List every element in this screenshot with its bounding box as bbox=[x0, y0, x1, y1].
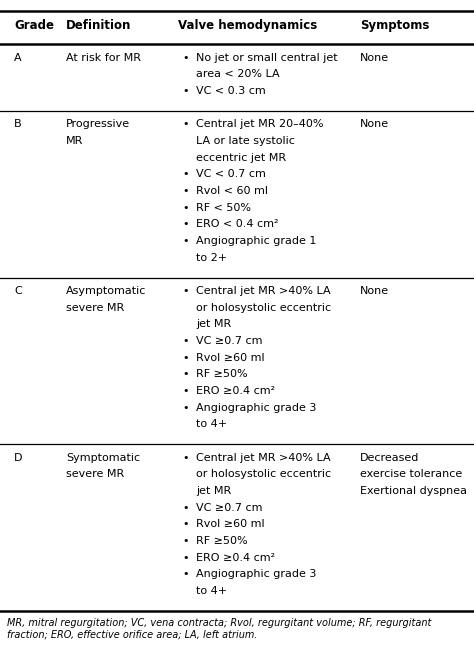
Text: Rvol ≥60 ml: Rvol ≥60 ml bbox=[196, 520, 264, 529]
Text: •: • bbox=[182, 453, 189, 463]
Text: •: • bbox=[182, 169, 189, 179]
Text: area < 20% LA: area < 20% LA bbox=[196, 69, 279, 80]
Text: •: • bbox=[182, 536, 189, 546]
Text: •: • bbox=[182, 336, 189, 346]
Text: •: • bbox=[182, 553, 189, 562]
Text: exercise tolerance: exercise tolerance bbox=[360, 469, 463, 480]
Text: None: None bbox=[360, 52, 389, 63]
Text: Central jet MR >40% LA: Central jet MR >40% LA bbox=[196, 286, 330, 296]
Text: •: • bbox=[182, 503, 189, 513]
Text: RF ≥50%: RF ≥50% bbox=[196, 369, 247, 380]
Text: to 2+: to 2+ bbox=[196, 253, 227, 263]
Text: ERO ≥0.4 cm²: ERO ≥0.4 cm² bbox=[196, 386, 275, 396]
Text: RF < 50%: RF < 50% bbox=[196, 203, 251, 213]
Text: Asymptomatic: Asymptomatic bbox=[66, 286, 147, 296]
Text: Exertional dyspnea: Exertional dyspnea bbox=[360, 486, 467, 496]
Text: ERO < 0.4 cm²: ERO < 0.4 cm² bbox=[196, 220, 278, 229]
Text: LA or late systolic: LA or late systolic bbox=[196, 136, 295, 146]
Text: •: • bbox=[182, 353, 189, 363]
Text: D: D bbox=[14, 453, 23, 463]
Text: to 4+: to 4+ bbox=[196, 419, 227, 430]
Text: MR: MR bbox=[66, 136, 84, 146]
Text: MR, mitral regurgitation; VC, vena contracta; Rvol, regurgitant volume; RF, regu: MR, mitral regurgitation; VC, vena contr… bbox=[7, 618, 431, 640]
Text: •: • bbox=[182, 570, 189, 579]
Text: •: • bbox=[182, 203, 189, 213]
Text: RF ≥50%: RF ≥50% bbox=[196, 536, 247, 546]
Text: •: • bbox=[182, 119, 189, 130]
Text: •: • bbox=[182, 236, 189, 246]
Text: or holosystolic eccentric: or holosystolic eccentric bbox=[196, 303, 331, 313]
Text: VC < 0.7 cm: VC < 0.7 cm bbox=[196, 169, 265, 179]
Text: Angiographic grade 1: Angiographic grade 1 bbox=[196, 236, 316, 246]
Text: •: • bbox=[182, 220, 189, 229]
Text: None: None bbox=[360, 119, 389, 130]
Text: VC ≥0.7 cm: VC ≥0.7 cm bbox=[196, 503, 262, 513]
Text: •: • bbox=[182, 403, 189, 413]
Text: Decreased: Decreased bbox=[360, 453, 419, 463]
Text: •: • bbox=[182, 52, 189, 63]
Text: Angiographic grade 3: Angiographic grade 3 bbox=[196, 570, 316, 579]
Text: or holosystolic eccentric: or holosystolic eccentric bbox=[196, 469, 331, 480]
Text: B: B bbox=[14, 119, 22, 130]
Text: ERO ≥0.4 cm²: ERO ≥0.4 cm² bbox=[196, 553, 275, 562]
Text: •: • bbox=[182, 86, 189, 96]
Text: Symptoms: Symptoms bbox=[360, 19, 429, 32]
Text: Valve hemodynamics: Valve hemodynamics bbox=[178, 19, 317, 32]
Text: jet MR: jet MR bbox=[196, 486, 231, 496]
Text: Rvol ≥60 ml: Rvol ≥60 ml bbox=[196, 353, 264, 363]
Text: Angiographic grade 3: Angiographic grade 3 bbox=[196, 403, 316, 413]
Text: eccentric jet MR: eccentric jet MR bbox=[196, 153, 286, 163]
Text: VC < 0.3 cm: VC < 0.3 cm bbox=[196, 86, 265, 96]
Text: Central jet MR >40% LA: Central jet MR >40% LA bbox=[196, 453, 330, 463]
Text: Rvol < 60 ml: Rvol < 60 ml bbox=[196, 186, 268, 196]
Text: A: A bbox=[14, 52, 22, 63]
Text: •: • bbox=[182, 286, 189, 296]
Text: severe MR: severe MR bbox=[66, 469, 125, 480]
Text: No jet or small central jet: No jet or small central jet bbox=[196, 52, 337, 63]
Text: Progressive: Progressive bbox=[66, 119, 130, 130]
Text: Definition: Definition bbox=[66, 19, 132, 32]
Text: At risk for MR: At risk for MR bbox=[66, 52, 141, 63]
Text: Symptomatic: Symptomatic bbox=[66, 453, 140, 463]
Text: Central jet MR 20–40%: Central jet MR 20–40% bbox=[196, 119, 323, 130]
Text: •: • bbox=[182, 520, 189, 529]
Text: •: • bbox=[182, 186, 189, 196]
Text: C: C bbox=[14, 286, 22, 296]
Text: VC ≥0.7 cm: VC ≥0.7 cm bbox=[196, 336, 262, 346]
Text: to 4+: to 4+ bbox=[196, 586, 227, 596]
Text: Grade: Grade bbox=[14, 19, 54, 32]
Text: •: • bbox=[182, 386, 189, 396]
Text: •: • bbox=[182, 369, 189, 380]
Text: severe MR: severe MR bbox=[66, 303, 125, 313]
Text: None: None bbox=[360, 286, 389, 296]
Text: jet MR: jet MR bbox=[196, 319, 231, 329]
